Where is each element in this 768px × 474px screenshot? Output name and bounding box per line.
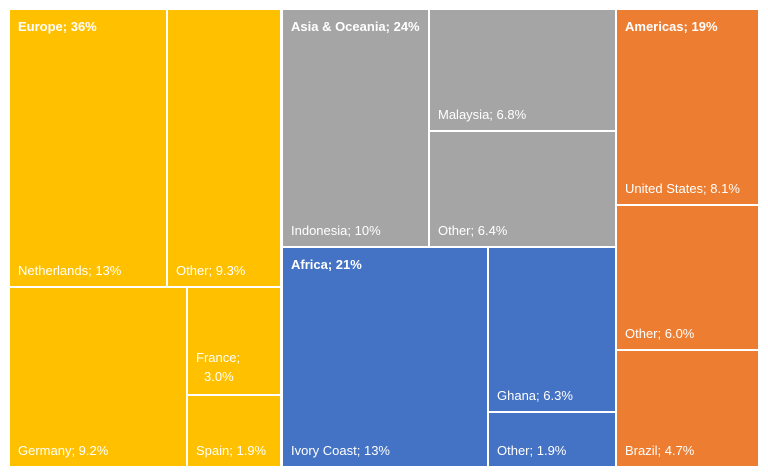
tile-americas-brazil [616, 350, 759, 467]
tile-label-europe-france: France; [196, 350, 241, 365]
group-label-americas: Americas; 19% [625, 19, 718, 34]
tile-europe-spain [187, 395, 281, 467]
tile-asia-and-oceania-other [429, 131, 616, 247]
tile-label-europe-spain: Spain; 1.9% [196, 443, 267, 458]
tile-label-americas-united-states: United States; 8.1% [625, 181, 740, 196]
tile-americas-other [616, 205, 759, 350]
tile-americas-united-states [616, 9, 759, 205]
tile-africa-ghana [488, 247, 616, 412]
group-label-europe: Europe; 36% [18, 19, 97, 34]
tile-europe-france [187, 287, 281, 395]
tile-label-europe-france-value: 3.0% [204, 369, 234, 384]
tile-africa-other [488, 412, 616, 467]
tile-europe-germany [9, 287, 187, 467]
tile-label-europe-netherlands: Netherlands; 13% [18, 263, 122, 278]
tile-africa-ivory-coast [282, 247, 488, 467]
tile-europe-other [167, 9, 281, 287]
tile-label-americas-other: Other; 6.0% [625, 326, 695, 341]
tile-label-africa-other: Other; 1.9% [497, 443, 567, 458]
tile-label-americas-brazil: Brazil; 4.7% [625, 443, 695, 458]
tile-label-europe-germany: Germany; 9.2% [18, 443, 109, 458]
group-label-asia-and-oceania: Asia & Oceania; 24% [291, 19, 420, 34]
tile-label-africa-ivory-coast: Ivory Coast; 13% [291, 443, 390, 458]
group-label-africa: Africa; 21% [291, 257, 362, 272]
tile-label-asia-and-oceania-malaysia: Malaysia; 6.8% [438, 107, 527, 122]
tile-label-asia-and-oceania-other: Other; 6.4% [438, 223, 508, 238]
tile-asia-and-oceania-malaysia [429, 9, 616, 131]
tile-label-europe-other: Other; 9.3% [176, 263, 246, 278]
tile-asia-and-oceania-indonesia [282, 9, 429, 247]
tile-label-africa-ghana: Ghana; 6.3% [497, 388, 573, 403]
tile-europe-netherlands [9, 9, 167, 287]
tile-label-asia-and-oceania-indonesia: Indonesia; 10% [291, 223, 381, 238]
